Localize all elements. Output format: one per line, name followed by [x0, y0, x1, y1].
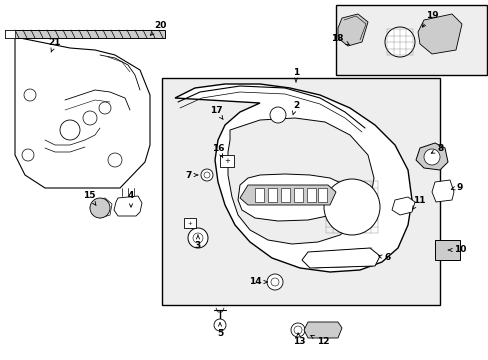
Ellipse shape: [293, 326, 302, 334]
Text: 18: 18: [330, 33, 348, 45]
Ellipse shape: [24, 89, 36, 101]
Ellipse shape: [269, 107, 285, 123]
Polygon shape: [15, 38, 150, 188]
Polygon shape: [5, 30, 164, 38]
Polygon shape: [227, 118, 373, 244]
Text: 17: 17: [209, 105, 223, 120]
Text: 15: 15: [82, 192, 96, 206]
Polygon shape: [114, 196, 142, 216]
Polygon shape: [304, 322, 341, 338]
Text: +: +: [224, 158, 229, 164]
Ellipse shape: [423, 149, 439, 165]
Polygon shape: [162, 78, 439, 305]
Ellipse shape: [83, 111, 97, 125]
Polygon shape: [240, 185, 335, 205]
Text: 16: 16: [211, 144, 224, 158]
Polygon shape: [306, 188, 315, 202]
Polygon shape: [183, 218, 196, 228]
Text: +: +: [187, 220, 192, 225]
Polygon shape: [220, 155, 234, 167]
Polygon shape: [5, 30, 15, 38]
Text: 11: 11: [411, 195, 425, 210]
Ellipse shape: [99, 102, 111, 114]
Text: 3: 3: [195, 235, 201, 249]
Polygon shape: [337, 14, 367, 46]
Text: 14: 14: [248, 278, 266, 287]
Ellipse shape: [22, 149, 34, 161]
Polygon shape: [431, 180, 453, 202]
Polygon shape: [335, 5, 486, 75]
Ellipse shape: [384, 27, 414, 57]
Text: 2: 2: [292, 100, 299, 115]
Text: 21: 21: [49, 37, 61, 52]
Polygon shape: [238, 174, 349, 221]
Polygon shape: [254, 188, 264, 202]
Ellipse shape: [324, 179, 379, 235]
Text: 7: 7: [185, 171, 198, 180]
Polygon shape: [415, 143, 447, 170]
Text: 19: 19: [422, 10, 437, 27]
Ellipse shape: [201, 169, 213, 181]
Text: 4: 4: [127, 192, 134, 207]
Text: 6: 6: [378, 253, 390, 262]
Ellipse shape: [60, 120, 80, 140]
Polygon shape: [434, 240, 459, 260]
Text: 1: 1: [292, 68, 299, 82]
Polygon shape: [175, 84, 411, 272]
Ellipse shape: [90, 198, 110, 218]
Polygon shape: [317, 188, 326, 202]
Polygon shape: [302, 248, 379, 268]
Ellipse shape: [290, 323, 305, 337]
Text: 20: 20: [150, 21, 166, 35]
Polygon shape: [417, 14, 461, 54]
Ellipse shape: [193, 233, 203, 243]
Ellipse shape: [270, 278, 279, 286]
Ellipse shape: [214, 319, 225, 331]
Polygon shape: [391, 197, 414, 215]
Ellipse shape: [187, 228, 207, 248]
Text: 12: 12: [310, 336, 328, 346]
Text: 10: 10: [447, 246, 465, 255]
Ellipse shape: [266, 274, 283, 290]
Polygon shape: [267, 188, 276, 202]
Ellipse shape: [108, 153, 122, 167]
Text: 5: 5: [217, 323, 223, 338]
Text: 13: 13: [292, 333, 305, 346]
Polygon shape: [281, 188, 289, 202]
Ellipse shape: [203, 172, 209, 178]
Polygon shape: [293, 188, 303, 202]
Text: 8: 8: [430, 144, 443, 153]
Text: 9: 9: [450, 183, 462, 192]
